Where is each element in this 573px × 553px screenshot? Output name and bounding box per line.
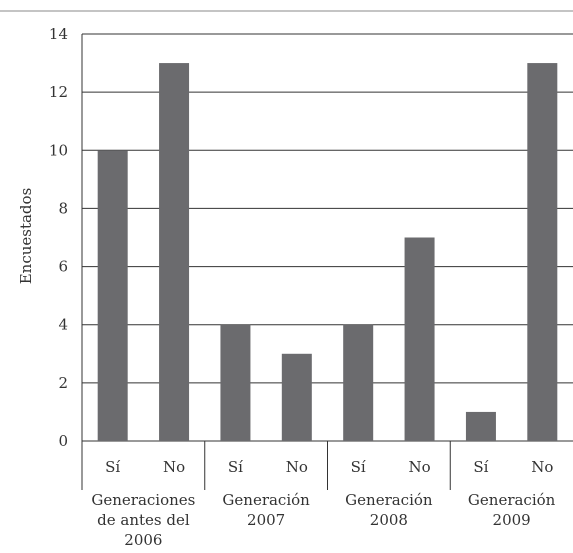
group-label-line: Generaciones xyxy=(91,491,195,509)
bar xyxy=(527,63,558,441)
y-tick-label: 2 xyxy=(58,374,68,392)
y-tick-label: 10 xyxy=(49,141,68,159)
x-category-label: No xyxy=(163,458,185,476)
y-tick-label: 4 xyxy=(58,316,68,334)
bars xyxy=(97,63,558,442)
y-axis-title: Encuestados xyxy=(17,188,35,285)
bar xyxy=(97,150,128,442)
y-tick-label: 8 xyxy=(58,199,68,217)
x-category-label: Sí xyxy=(351,458,366,476)
bar xyxy=(220,324,251,441)
bar xyxy=(404,237,435,441)
x-category-label: Sí xyxy=(473,458,488,476)
x-category-label: Sí xyxy=(105,458,120,476)
group-label-line: 2008 xyxy=(370,511,408,529)
group-label-line: de antes del xyxy=(97,511,190,529)
x-axis: Sí No Generaciones de antes del 2006 Sí No Gene… xyxy=(81,441,556,549)
group-label-line: Generación xyxy=(468,491,556,509)
x-category-label: Sí xyxy=(228,458,243,476)
x-category-label: No xyxy=(408,458,430,476)
group-label-line: 2006 xyxy=(124,531,162,549)
y-tick-label: 12 xyxy=(49,83,68,101)
bar xyxy=(281,353,312,441)
bar xyxy=(159,63,190,441)
gridlines xyxy=(81,33,573,442)
group-label-line: Generación xyxy=(345,491,433,509)
x-category-label: No xyxy=(286,458,308,476)
group-label-line: Generación xyxy=(222,491,310,509)
group-label-line: 2009 xyxy=(493,511,531,529)
y-tick-labels: 0 2 4 6 8 10 12 14 xyxy=(49,25,68,450)
bar xyxy=(465,411,496,441)
group-label-line: 2007 xyxy=(247,511,285,529)
y-tick-label: 14 xyxy=(49,25,68,43)
y-tick-label: 0 xyxy=(58,432,68,450)
bar xyxy=(343,324,374,441)
y-tick-label: 6 xyxy=(58,258,68,276)
x-category-label: No xyxy=(531,458,553,476)
